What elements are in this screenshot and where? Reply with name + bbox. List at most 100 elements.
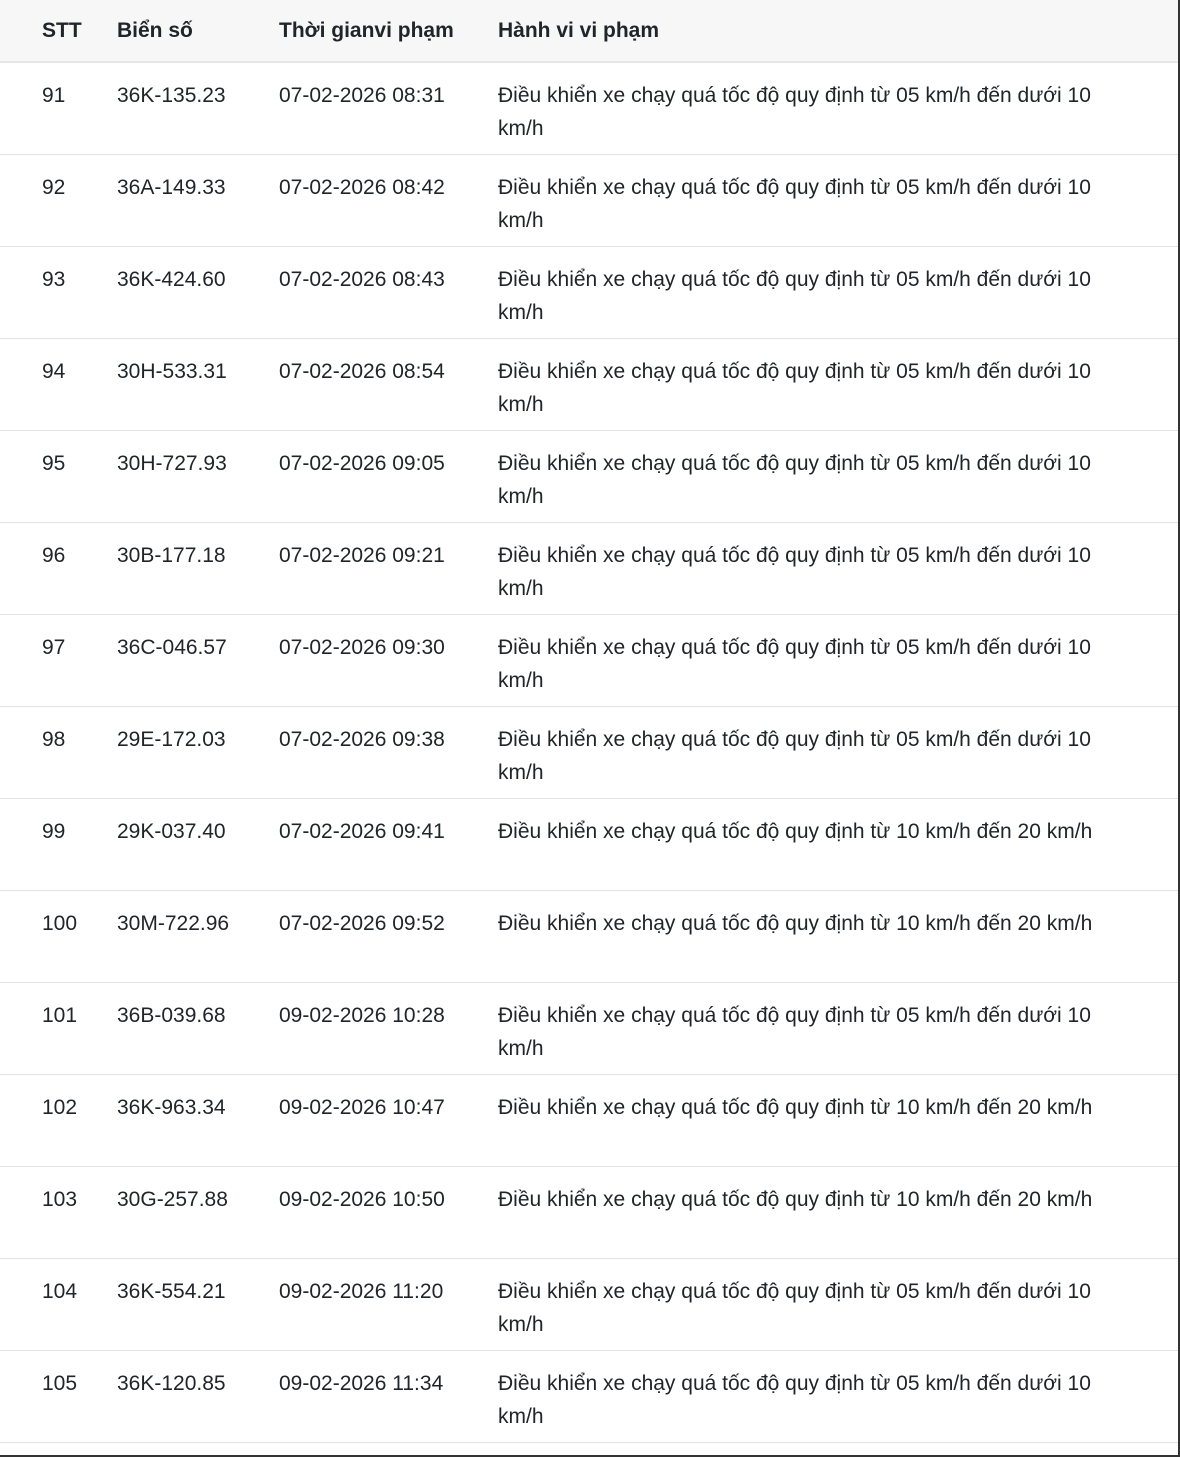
cell-plate: 30G-257.88 (117, 1166, 279, 1258)
cell-stt: 103 (0, 1166, 117, 1258)
cell-violation-text: Điều khiển xe chạy quá tốc độ quy định t… (498, 1003, 1091, 1060)
cell-violation-text: Điều khiển xe chạy quá tốc độ quy định t… (498, 84, 1091, 140)
cell-violation: Điều khiển xe chạy quá tốc độ quy định t… (498, 154, 1178, 246)
cell-time: 07-02-2026 09:41 (279, 798, 498, 890)
cell-time-text: 09-02-2026 10:47 (279, 1095, 445, 1119)
cell-time-text: 07-02-2026 08:43 (279, 267, 445, 291)
cell-violation-text: Điều khiển xe chạy quá tốc độ quy định t… (498, 911, 1093, 935)
cell-stt: 100 (0, 890, 117, 982)
cell-plate-text: 36K-963.34 (117, 1095, 226, 1119)
cell-violation-text: Điều khiển xe chạy quá tốc độ quy định t… (498, 1187, 1093, 1211)
cell-stt: 105 (0, 1350, 117, 1442)
cell-plate: 36A-149.33 (117, 154, 279, 246)
cell-stt-text: 92 (42, 175, 66, 199)
cell-time: 07-02-2026 09:38 (279, 706, 498, 798)
cell-plate: 36K-120.85 (117, 1350, 279, 1442)
table-row: 91 36K-135.23 07-02-2026 08:31 Điều khiển x… (0, 62, 1178, 154)
cell-stt: 92 (0, 154, 117, 246)
cell-plate-text: 36B-039.68 (117, 1003, 226, 1027)
cell-violation-text: Điều khiển xe chạy quá tốc độ quy định t… (498, 1095, 1093, 1119)
cell-violation-text: Điều khiển xe chạy quá tốc độ quy định t… (498, 1279, 1091, 1336)
cell-plate-text: 30M-722.96 (117, 911, 230, 935)
cell-plate: 36K-963.34 (117, 1074, 279, 1166)
cell-time: 09-02-2026 11:34 (279, 1350, 498, 1442)
cell-plate: 36C-046.57 (117, 614, 279, 706)
cell-time: 09-02-2026 10:28 (279, 982, 498, 1074)
cell-plate: 29K-037.40 (117, 798, 279, 890)
cell-stt: 91 (0, 62, 117, 154)
cell-stt-text: 97 (42, 635, 66, 659)
cell-stt: 101 (0, 982, 117, 1074)
cell-time: 07-02-2026 08:43 (279, 246, 498, 338)
cell-stt-text: 94 (42, 359, 66, 383)
cell-stt: 95 (0, 430, 117, 522)
cell-plate: 30H-533.31 (117, 338, 279, 430)
cell-plate: 30M-722.96 (117, 890, 279, 982)
cell-violation-text: Điều khiển xe chạy quá tốc độ quy định t… (498, 635, 1091, 692)
cell-violation: Điều khiển xe chạy quá tốc độ quy định t… (498, 982, 1178, 1074)
cell-time-text: 07-02-2026 08:54 (279, 359, 445, 383)
table-header: STT Biển số Thời gianvi phạm Hành vi vi … (0, 0, 1178, 62)
cell-stt: 96 (0, 522, 117, 614)
table-row: 95 30H-727.93 07-02-2026 09:05 Điều khiển x… (0, 430, 1178, 522)
cell-stt-text: 95 (42, 451, 66, 475)
cell-stt-text: 98 (42, 727, 66, 751)
cell-plate-text: 29K-037.40 (117, 819, 226, 843)
cell-violation-text: Điều khiển xe chạy quá tốc độ quy định t… (498, 359, 1091, 416)
cell-plate-text: 29E-172.03 (117, 727, 226, 751)
cell-plate-text: 36A-149.33 (117, 175, 226, 199)
cell-stt-text: 103 (42, 1187, 78, 1211)
cell-stt-text: 99 (42, 819, 66, 843)
cell-violation-text: Điều khiển xe chạy quá tốc độ quy định t… (498, 451, 1091, 508)
cell-stt: 98 (0, 706, 117, 798)
cell-time-text: 07-02-2026 09:05 (279, 451, 445, 475)
cell-plate-text: 36K-424.60 (117, 267, 226, 291)
cell-time-text: 07-02-2026 09:52 (279, 911, 445, 935)
cell-plate-text: 36K-135.23 (117, 84, 226, 107)
cell-plate: 30B-177.18 (117, 522, 279, 614)
cell-stt-text: 104 (42, 1279, 78, 1303)
cell-time: 07-02-2026 08:31 (279, 62, 498, 154)
cell-violation: Điều khiển xe chạy quá tốc độ quy định t… (498, 338, 1178, 430)
table-row: 100 30M-722.96 07-02-2026 09:52 Điều khiển … (0, 890, 1178, 982)
cell-plate-text: 36K-554.21 (117, 1279, 226, 1303)
cell-plate-text: 30H-533.31 (117, 359, 227, 383)
cell-plate: 36K-424.60 (117, 246, 279, 338)
cell-stt: 94 (0, 338, 117, 430)
table-row: 102 36K-963.34 09-02-2026 10:47 Điều khiển … (0, 1074, 1178, 1166)
table-row: 96 30B-177.18 07-02-2026 09:21 Điều khiển x… (0, 522, 1178, 614)
cell-time: 07-02-2026 08:42 (279, 154, 498, 246)
cell-stt-text: 93 (42, 267, 66, 291)
cell-violation: Điều khiển xe chạy quá tốc độ quy định t… (498, 1350, 1178, 1442)
table-body: 91 36K-135.23 07-02-2026 08:31 Điều khiển x… (0, 62, 1178, 1442)
cell-violation: Điều khiển xe chạy quá tốc độ quy định t… (498, 1166, 1178, 1258)
cell-stt-text: 100 (42, 911, 78, 935)
cell-violation-text: Điều khiển xe chạy quá tốc độ quy định t… (498, 267, 1091, 324)
cell-stt: 102 (0, 1074, 117, 1166)
cell-stt: 99 (0, 798, 117, 890)
cell-violation-text: Điều khiển xe chạy quá tốc độ quy định t… (498, 1371, 1091, 1428)
cell-stt: 93 (0, 246, 117, 338)
cell-plate: 30H-727.93 (117, 430, 279, 522)
cell-plate-text: 30H-727.93 (117, 451, 227, 475)
cell-plate: 36B-039.68 (117, 982, 279, 1074)
cell-time: 09-02-2026 11:20 (279, 1258, 498, 1350)
cell-plate: 29E-172.03 (117, 706, 279, 798)
cell-time: 07-02-2026 09:52 (279, 890, 498, 982)
cell-violation: Điều khiển xe chạy quá tốc độ quy định t… (498, 430, 1178, 522)
cell-violation: Điều khiển xe chạy quá tốc độ quy định t… (498, 798, 1178, 890)
cell-time-text: 09-02-2026 10:50 (279, 1187, 445, 1211)
table-row: 94 30H-533.31 07-02-2026 08:54 Điều khiển x… (0, 338, 1178, 430)
cell-time: 09-02-2026 10:47 (279, 1074, 498, 1166)
cell-violation: Điều khiển xe chạy quá tốc độ quy định t… (498, 522, 1178, 614)
cell-stt-text: 102 (42, 1095, 78, 1119)
cell-stt-text: 96 (42, 543, 66, 567)
cell-violation-text: Điều khiển xe chạy quá tốc độ quy định t… (498, 727, 1091, 784)
table-row: 101 36B-039.68 09-02-2026 10:28 Điều khiển … (0, 982, 1178, 1074)
cell-violation: Điều khiển xe chạy quá tốc độ quy định t… (498, 246, 1178, 338)
table-row: 104 36K-554.21 09-02-2026 11:20 Điều khiển … (0, 1258, 1178, 1350)
cell-time: 07-02-2026 09:30 (279, 614, 498, 706)
cell-violation: Điều khiển xe chạy quá tốc độ quy định t… (498, 890, 1178, 982)
cell-violation: Điều khiển xe chạy quá tốc độ quy định t… (498, 62, 1178, 154)
cell-violation: Điều khiển xe chạy quá tốc độ quy định t… (498, 614, 1178, 706)
